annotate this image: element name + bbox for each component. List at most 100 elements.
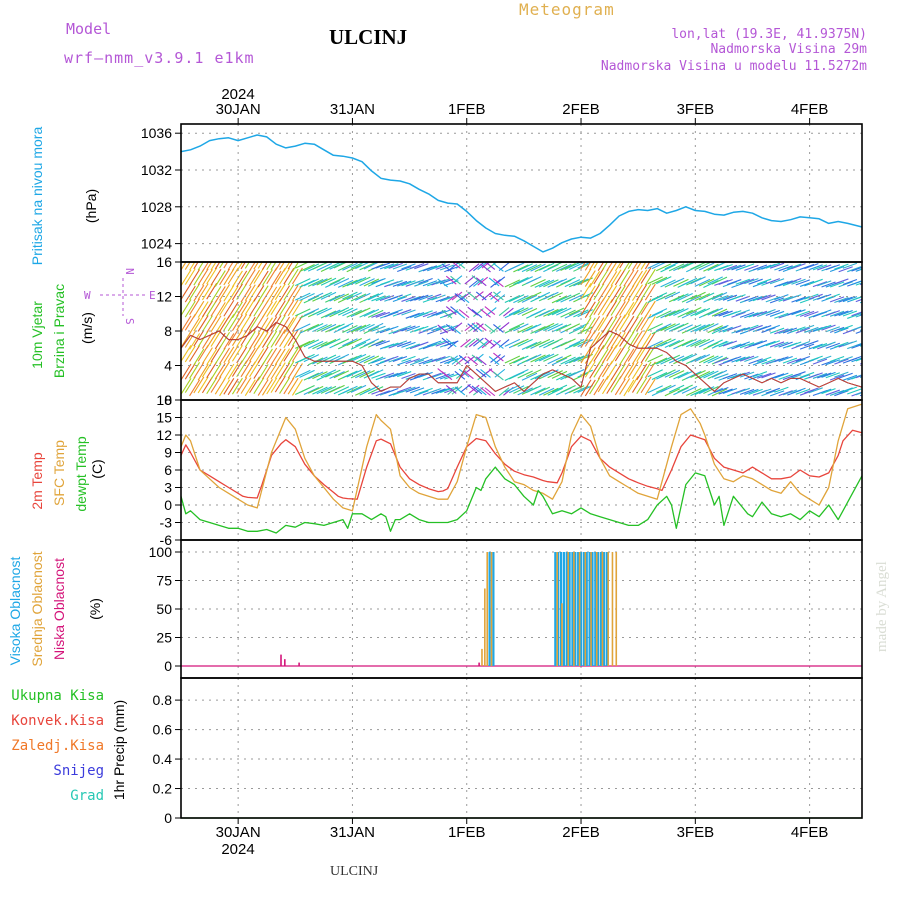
- wind-barb: [761, 294, 776, 301]
- wind-barb: [825, 342, 840, 349]
- wind-barb: [350, 384, 367, 393]
- wind-barb: [346, 385, 362, 394]
- wind-barb: [694, 307, 711, 316]
- bottom-date-label: 31JAN: [330, 824, 375, 841]
- wind-barb: [855, 358, 862, 362]
- wind-barb: [363, 355, 380, 364]
- wind-barb: [673, 293, 689, 302]
- wind-barb: [698, 355, 715, 364]
- wind-barb: [636, 262, 642, 270]
- compass-west: W: [84, 289, 91, 302]
- wind-barb: [727, 310, 742, 317]
- wind-barb: [718, 279, 733, 286]
- wind-barb: [210, 315, 222, 333]
- wind-barb: [829, 355, 845, 363]
- wind-barb: [508, 356, 525, 365]
- legend-snow: Snijeg: [53, 763, 104, 779]
- wind-barb: [538, 353, 555, 362]
- wind-barb: [480, 368, 491, 378]
- wind-barb: [711, 388, 728, 397]
- wind-barb: [468, 263, 480, 273]
- wind-barb: [614, 332, 626, 349]
- wind-barb: [799, 280, 815, 287]
- wind-barb: [517, 338, 533, 347]
- wind-barb: [765, 278, 780, 285]
- wind-barb: [244, 347, 256, 365]
- wind-barb: [589, 301, 601, 318]
- wind-barb: [668, 323, 685, 332]
- wind-barb: [316, 307, 332, 316]
- wind-barb: [397, 386, 412, 393]
- wind-barb: [623, 379, 635, 397]
- wind-barb: [206, 331, 218, 349]
- y-tick-label: 0.6: [153, 722, 173, 738]
- wind-barb: [577, 339, 593, 348]
- wind-barb: [825, 359, 840, 366]
- wind-barb: [490, 353, 501, 363]
- wind-barb: [601, 377, 613, 395]
- wind-barb: [401, 341, 416, 348]
- wind-barb: [359, 262, 375, 271]
- wind-barb: [274, 375, 286, 393]
- wind-barb: [219, 379, 231, 397]
- wind-barb: [219, 268, 231, 286]
- wind-barb: [375, 295, 390, 302]
- wind-barb: [808, 293, 823, 300]
- wind-barb: [606, 285, 618, 302]
- wind-barb: [694, 353, 711, 362]
- wind-barb: [283, 284, 295, 301]
- wind-barb: [627, 262, 634, 270]
- wind-barb: [812, 358, 828, 365]
- wind-barb: [660, 291, 676, 300]
- wind-barb: [530, 263, 546, 272]
- y-tick-label: 0.2: [153, 781, 173, 797]
- wind-barb: [664, 354, 681, 363]
- wind-barb: [851, 325, 862, 331]
- top-date-label: 2FEB: [562, 101, 600, 118]
- wind-barb: [703, 355, 719, 364]
- wind-barb: [551, 278, 568, 287]
- wind-barb: [534, 279, 551, 288]
- wind-barb: [279, 377, 291, 394]
- wind-barb: [488, 293, 500, 302]
- wind-barb: [312, 278, 328, 287]
- wind-barb: [490, 325, 501, 334]
- wind-barb: [568, 326, 585, 335]
- wind-barb: [375, 311, 390, 318]
- wind-barb: [312, 262, 328, 270]
- wind-barb: [210, 300, 222, 317]
- wind-barb: [287, 262, 294, 270]
- wind-barb: [769, 373, 785, 380]
- wind-barb: [236, 313, 248, 331]
- y-tick-label: 18: [156, 392, 172, 408]
- wind-barb: [481, 339, 493, 349]
- y-tick-label: 6: [164, 462, 172, 478]
- wind-barb: [834, 310, 849, 317]
- wind-barb: [564, 323, 581, 332]
- wind-barb: [405, 343, 420, 350]
- wind-barb: [287, 362, 299, 379]
- wind-barb: [219, 361, 231, 378]
- wind-barb: [673, 263, 689, 272]
- wind-barb: [619, 378, 631, 395]
- wind-barb: [431, 388, 446, 395]
- wind-barb: [842, 340, 858, 347]
- wind-barb: [261, 285, 273, 303]
- wind-barb: [589, 377, 601, 395]
- wind-barb: [303, 372, 320, 381]
- wind-barb: [825, 389, 840, 396]
- wind-barb: [778, 265, 793, 272]
- wind-barb: [817, 280, 832, 287]
- wind-barb: [201, 283, 213, 301]
- y-tick-label: 1036: [141, 125, 172, 141]
- wind-barb: [573, 278, 589, 287]
- model-name: wrf—nmm_v3.9.1 e1km: [64, 49, 255, 67]
- wind-barb: [184, 376, 196, 393]
- wind-barb: [197, 268, 209, 286]
- compass-north: N: [123, 268, 136, 275]
- wind-barb: [240, 262, 246, 270]
- wind-barb: [197, 330, 209, 348]
- wind-barb: [593, 345, 605, 362]
- wind-barb: [384, 342, 399, 349]
- top-time-labels: 30JAN 31JAN 1FEB 2FEB 3FEB 4FEB: [216, 101, 829, 118]
